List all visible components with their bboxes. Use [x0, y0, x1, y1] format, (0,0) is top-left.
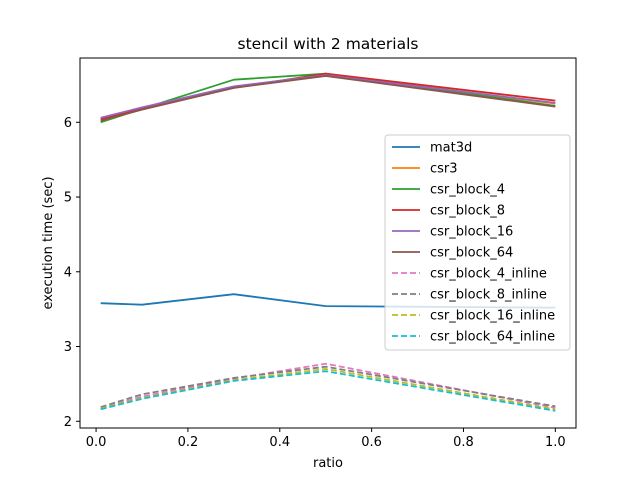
- series-line-csr-block-64: [100, 75, 556, 122]
- plot-frame: [79, 57, 577, 429]
- y-tick-label: 3: [64, 340, 72, 355]
- x-tick-label: 0.6: [361, 435, 382, 450]
- series-line-csr-block-64-inline: [100, 370, 556, 412]
- legend-box: [384, 134, 571, 351]
- chart-legend: mat3d csr3 csr_block_4 csr_block_8 csr_block…: [384, 134, 571, 351]
- y-tick-label: 2: [64, 415, 72, 430]
- x-axis-ticks: 0.0 0.2 0.4 0.6 0.8 1.0: [86, 428, 566, 450]
- series-layer: [100, 72, 556, 412]
- legend-label: csr3: [430, 162, 458, 177]
- legend-label: csr_block_64_inline: [430, 330, 555, 345]
- legend-label: mat3d: [430, 141, 472, 156]
- chart-title: stencil with 2 materials: [238, 35, 419, 53]
- y-tick-label: 4: [64, 265, 72, 280]
- x-tick-label: 1.0: [545, 435, 566, 450]
- y-axis-ticks: 2 3 4 5 6: [64, 116, 80, 430]
- x-tick-label: 0.2: [178, 435, 199, 450]
- x-tick-label: 0.4: [269, 435, 290, 450]
- x-axis-label: ratio: [313, 456, 343, 471]
- legend-label: csr_block_4: [430, 183, 505, 198]
- series-line-csr-block-8-inline: [100, 365, 556, 408]
- x-tick-label: 0.0: [86, 435, 107, 450]
- legend-label: csr_block_64: [430, 246, 513, 261]
- legend-label: csr_block_16_inline: [430, 309, 555, 324]
- legend-label: csr_block_16: [430, 225, 513, 240]
- series-line-csr-block-16: [100, 74, 556, 119]
- legend-label: csr_block_8_inline: [430, 288, 547, 303]
- x-tick-label: 0.8: [453, 435, 474, 450]
- y-tick-label: 5: [64, 191, 72, 206]
- legend-label: csr_block_8: [430, 204, 505, 219]
- y-axis-label: execution time (sec): [41, 176, 56, 309]
- y-tick-label: 6: [64, 116, 72, 131]
- legend-label: csr_block_4_inline: [430, 267, 547, 282]
